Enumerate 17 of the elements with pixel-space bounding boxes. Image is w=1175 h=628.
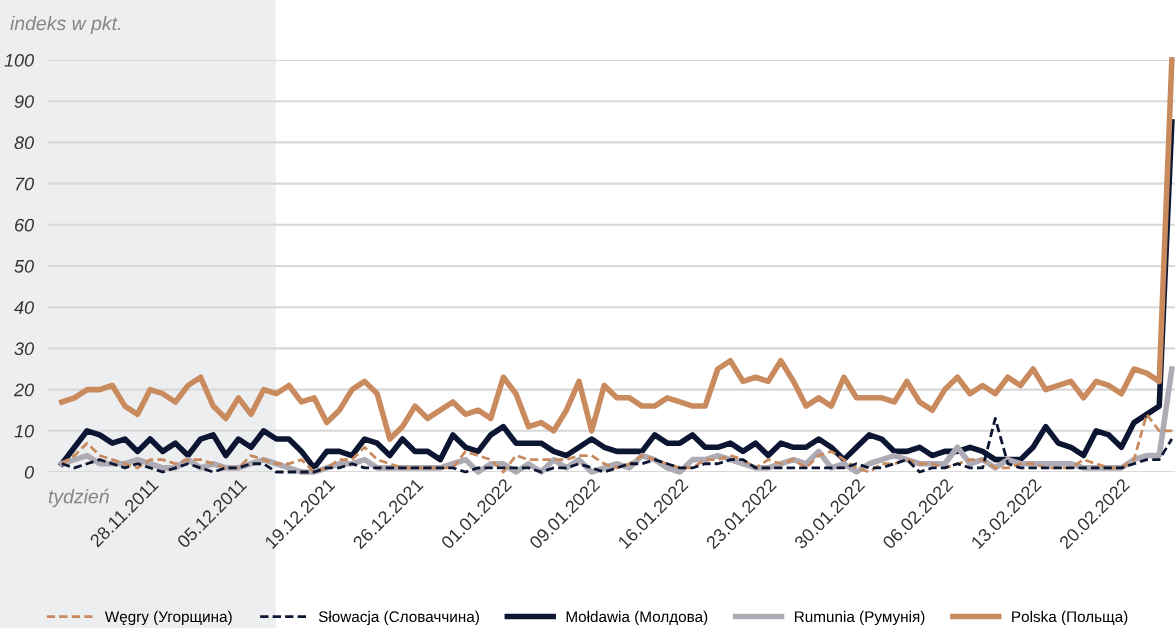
y-tick-label: 60	[15, 218, 34, 232]
y-tick-label: 100	[4, 53, 34, 67]
legend-label: Rumunia (Румунія)	[794, 610, 925, 626]
y-tick-label: 0	[24, 465, 34, 479]
y-tick-label: 10	[14, 424, 34, 438]
y-tick-label: 50	[14, 259, 34, 273]
legend-label: Słowacja (Словаччина)	[318, 610, 479, 626]
legend-label: Mołdawia (Молдова)	[566, 610, 708, 626]
y-axis-title: indeks w pkt.	[10, 15, 121, 35]
y-tick-label: 30	[14, 342, 34, 356]
y-tick-label: 20	[13, 383, 34, 397]
y-tick-label: 70	[15, 177, 34, 191]
y-tick-label: 90	[14, 95, 34, 108]
y-tick-label: 80	[14, 136, 34, 150]
y-tick-label: 40	[14, 301, 34, 314]
legend-label: Węgry (Угорщина)	[104, 610, 232, 626]
legend-label: Polska (Польща)	[1012, 610, 1128, 626]
